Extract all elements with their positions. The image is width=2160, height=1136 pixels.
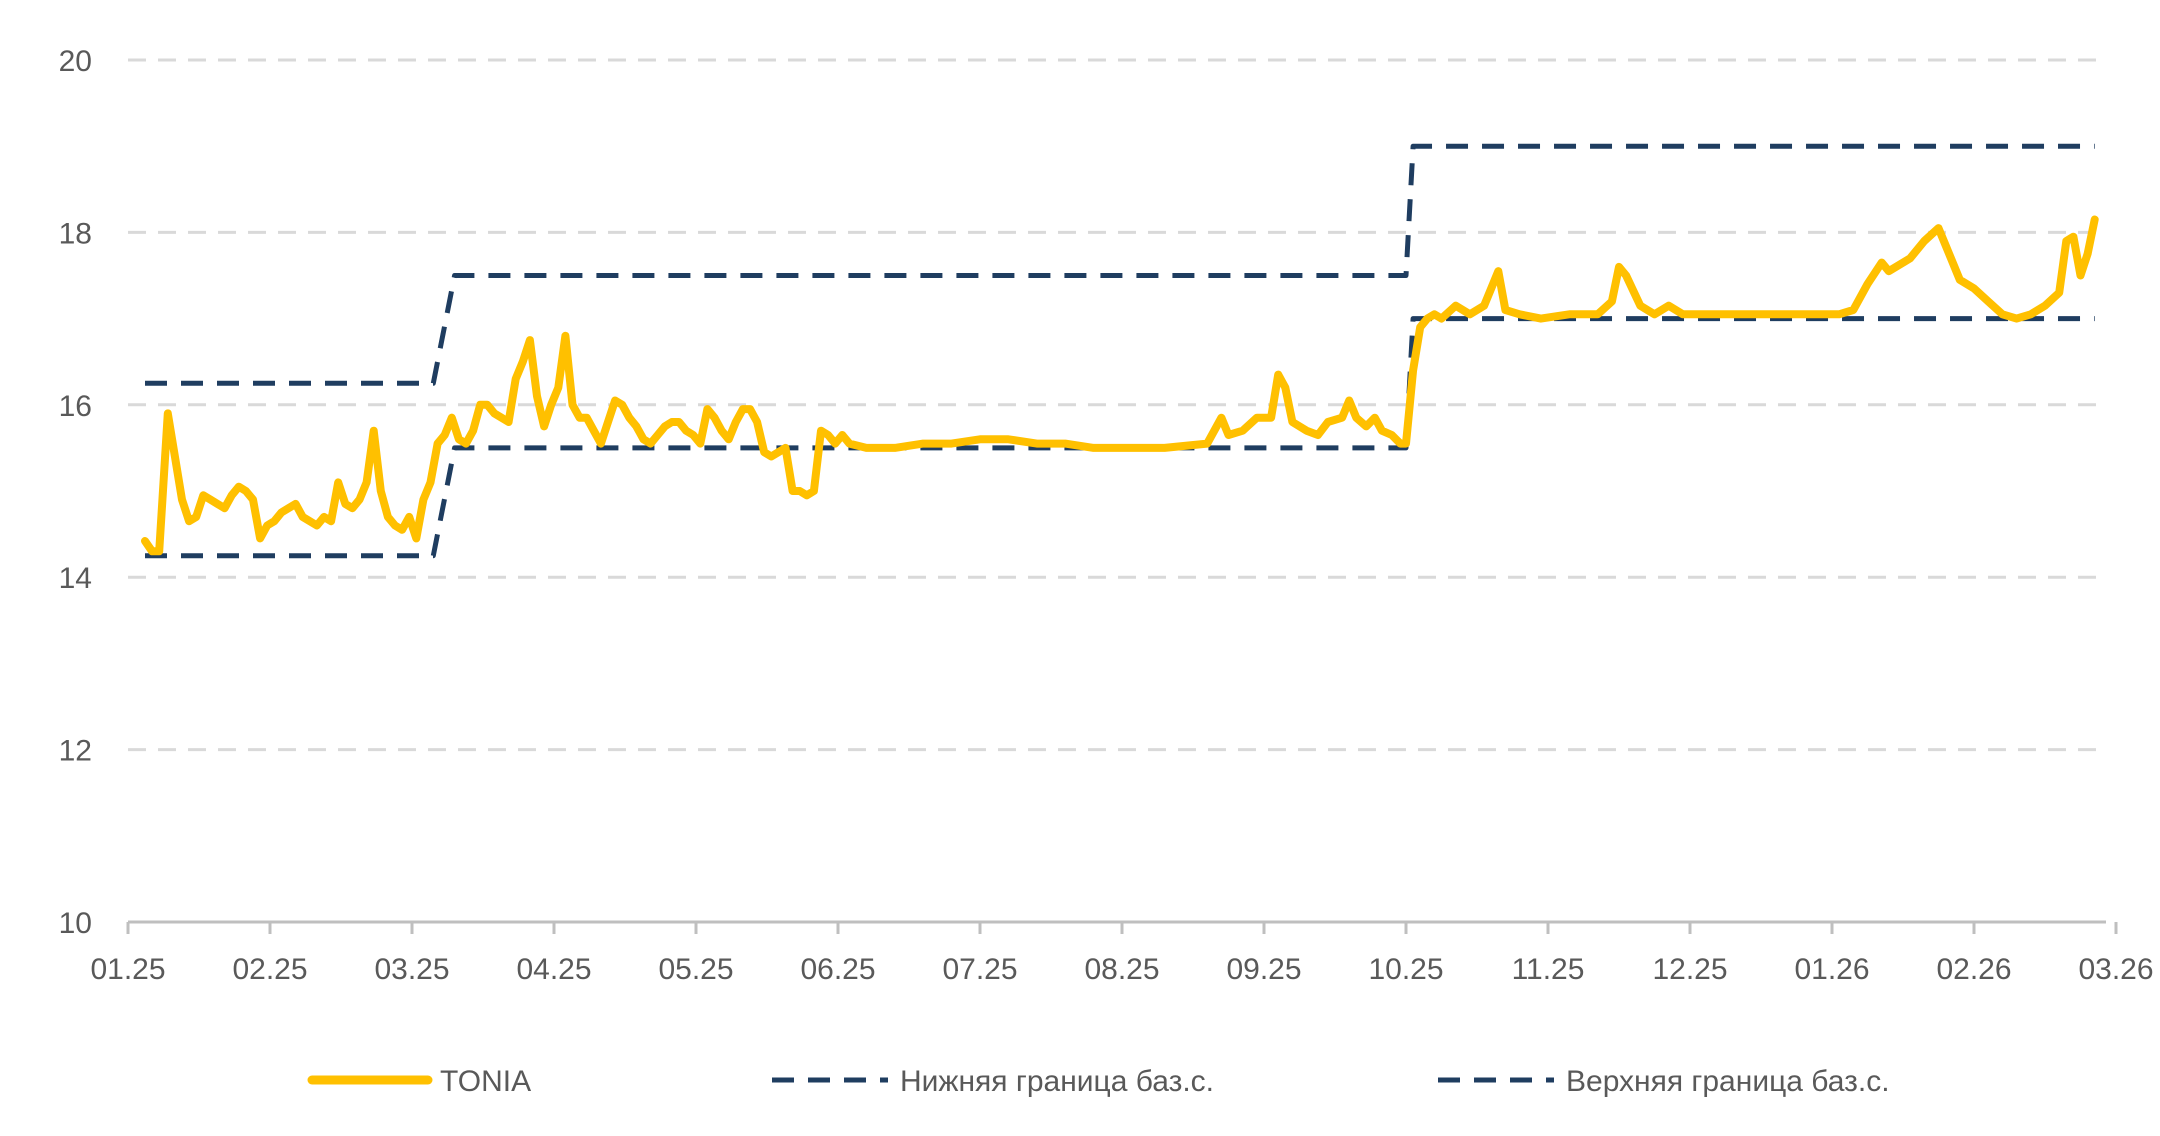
x-axis-labels: 01.25 02.25 03.25 04.25 05.25 06.25 07.25 08.25… xyxy=(90,953,2153,986)
x-tick-label-08.25: 08.25 xyxy=(1084,953,1159,986)
x-tick-label-07.25: 07.25 xyxy=(942,953,1017,986)
y-tick-label-10: 10 xyxy=(59,907,92,940)
series-line-0 xyxy=(141,215,2099,556)
legend-item-tonia: TONIA xyxy=(307,1065,531,1098)
x-tick-label-12.25: 12.25 xyxy=(1652,953,1727,986)
y-tick-label-12: 12 xyxy=(59,735,92,768)
x-tick-label-11.25: 11.25 xyxy=(1512,953,1585,986)
legend-label-upper-bound: Верхняя граница баз.с. xyxy=(1566,1065,1890,1098)
y-tick-label-16: 16 xyxy=(59,390,92,423)
y-axis-labels: 10 12 14 16 18 20 xyxy=(59,45,92,940)
x-tick-label-02.25: 02.25 xyxy=(232,953,307,986)
x-tick-label-09.25: 09.25 xyxy=(1226,953,1301,986)
y-tick-label-18: 18 xyxy=(59,217,92,250)
x-tick-label-01.25: 01.25 xyxy=(90,953,165,986)
series-line-1 xyxy=(145,316,2095,559)
legend-label-lower-bound: Нижняя граница баз.с. xyxy=(900,1065,1214,1098)
x-axis xyxy=(126,920,2118,934)
x-tick-label-02.26: 02.26 xyxy=(1936,953,2011,986)
x-tick-label-03.25: 03.25 xyxy=(374,953,449,986)
gridlines xyxy=(128,58,2106,752)
y-tick-label-14: 14 xyxy=(59,562,92,595)
legend-label-tonia: TONIA xyxy=(440,1065,531,1098)
x-tick-label-06.25: 06.25 xyxy=(800,953,875,986)
x-tick-label-04.25: 04.25 xyxy=(516,953,591,986)
x-tick-label-03.26: 03.26 xyxy=(2078,953,2153,986)
legend-item-upper-bound: Верхняя граница баз.с. xyxy=(1438,1065,1890,1098)
legend-item-lower-bound: Нижняя граница баз.с. xyxy=(772,1065,1214,1098)
legend: TONIA Нижняя граница баз.с. Верхняя гран… xyxy=(307,1065,1890,1098)
series-lines xyxy=(141,143,2099,559)
x-tick-label-05.25: 05.25 xyxy=(658,953,733,986)
x-tick-label-01.26: 01.26 xyxy=(1794,953,1869,986)
y-tick-label-20: 20 xyxy=(59,45,92,78)
x-tick-label-10.25: 10.25 xyxy=(1368,953,1443,986)
series-line-2 xyxy=(145,143,2095,386)
